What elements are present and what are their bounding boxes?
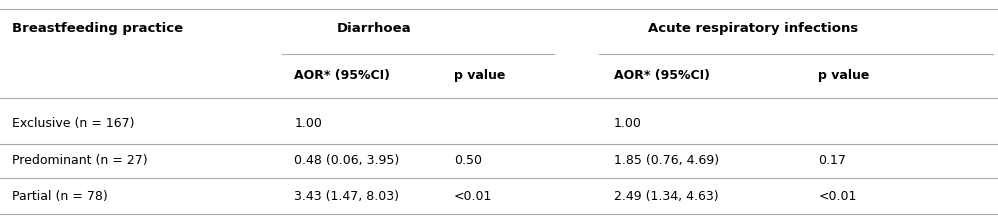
Text: p value: p value xyxy=(454,69,505,82)
Text: Partial (n = 78): Partial (n = 78) xyxy=(12,190,108,203)
Text: 3.43 (1.47, 8.03): 3.43 (1.47, 8.03) xyxy=(294,190,399,203)
Text: p value: p value xyxy=(818,69,869,82)
Text: Exclusive (n = 167): Exclusive (n = 167) xyxy=(12,117,135,130)
Text: 0.48 (0.06, 3.95): 0.48 (0.06, 3.95) xyxy=(294,154,399,167)
Text: <0.01: <0.01 xyxy=(454,190,492,203)
Text: Diarrhoea: Diarrhoea xyxy=(337,22,411,35)
Text: 1.00: 1.00 xyxy=(614,117,642,130)
Text: 1.00: 1.00 xyxy=(294,117,322,130)
Text: Predominant (n = 27): Predominant (n = 27) xyxy=(12,154,148,167)
Text: <0.01: <0.01 xyxy=(818,190,856,203)
Text: 2.49 (1.34, 4.63): 2.49 (1.34, 4.63) xyxy=(614,190,719,203)
Text: 0.50: 0.50 xyxy=(454,154,482,167)
Text: Breastfeeding practice: Breastfeeding practice xyxy=(12,22,183,35)
Text: 0.17: 0.17 xyxy=(818,154,846,167)
Text: AOR* (95%CI): AOR* (95%CI) xyxy=(294,69,390,82)
Text: Acute respiratory infections: Acute respiratory infections xyxy=(649,22,858,35)
Text: 1.85 (0.76, 4.69): 1.85 (0.76, 4.69) xyxy=(614,154,719,167)
Text: AOR* (95%CI): AOR* (95%CI) xyxy=(614,69,710,82)
